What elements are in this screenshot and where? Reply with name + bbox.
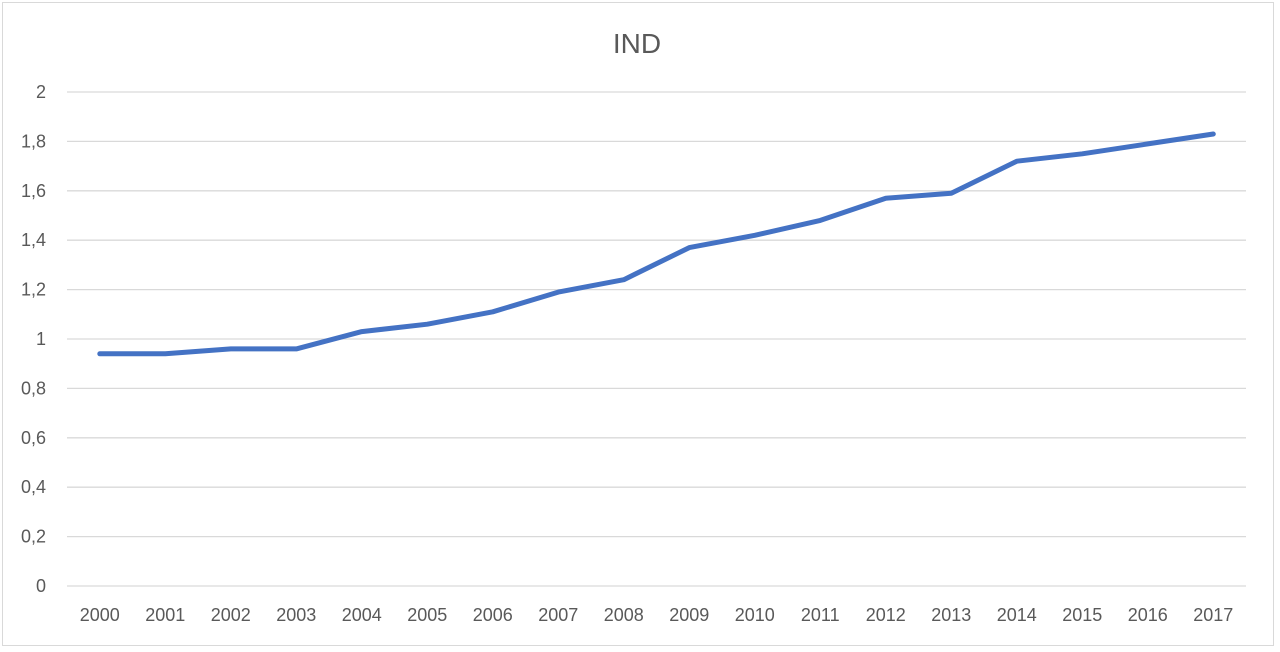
x-tick-label: 2012 <box>866 605 906 625</box>
x-tick-label: 2017 <box>1193 605 1233 625</box>
x-tick-label: 2010 <box>735 605 775 625</box>
x-tick-label: 2007 <box>538 605 578 625</box>
x-tick-label: 2004 <box>342 605 382 625</box>
x-tick-label: 2009 <box>669 605 709 625</box>
x-tick-label: 2005 <box>407 605 447 625</box>
x-tick-label: 2003 <box>276 605 316 625</box>
y-tick-label: 1,4 <box>21 230 46 250</box>
x-axis-ticks: 2000 2001 2002 2003 2004 2005 2006 2007 2008 2009… <box>80 605 1234 625</box>
x-tick-label: 2014 <box>997 605 1037 625</box>
x-tick-label: 2008 <box>604 605 644 625</box>
x-tick-label: 2006 <box>473 605 513 625</box>
y-tick-label: 1,2 <box>21 280 46 300</box>
y-axis-ticks: 0 0,2 0,4 0,6 0,8 1 1,2 1,4 1,6 1,8 2 <box>21 82 46 596</box>
x-tick-label: 2001 <box>145 605 185 625</box>
y-tick-label: 0,8 <box>21 378 46 398</box>
y-tick-label: 2 <box>36 82 46 102</box>
series-layer <box>97 131 1216 357</box>
x-tick-label: 2011 <box>801 605 840 625</box>
x-tick-label: 2000 <box>80 605 120 625</box>
x-tick-label: 2002 <box>211 605 251 625</box>
y-tick-label: 1,6 <box>21 181 46 201</box>
chart-title: IND <box>613 28 661 59</box>
y-tick-label: 0 <box>36 576 46 596</box>
y-tick-label: 0,2 <box>21 527 46 547</box>
y-tick-label: 0,6 <box>21 428 46 448</box>
y-tick-label: 1 <box>36 329 46 349</box>
y-tick-label: 1,8 <box>21 131 46 151</box>
y-tick-label: 0,4 <box>21 477 46 497</box>
x-tick-label: 2013 <box>931 605 971 625</box>
x-tick-label: 2016 <box>1128 605 1168 625</box>
gridlines <box>67 91 1246 587</box>
series-line <box>97 131 1216 357</box>
x-tick-label: 2015 <box>1062 605 1102 625</box>
